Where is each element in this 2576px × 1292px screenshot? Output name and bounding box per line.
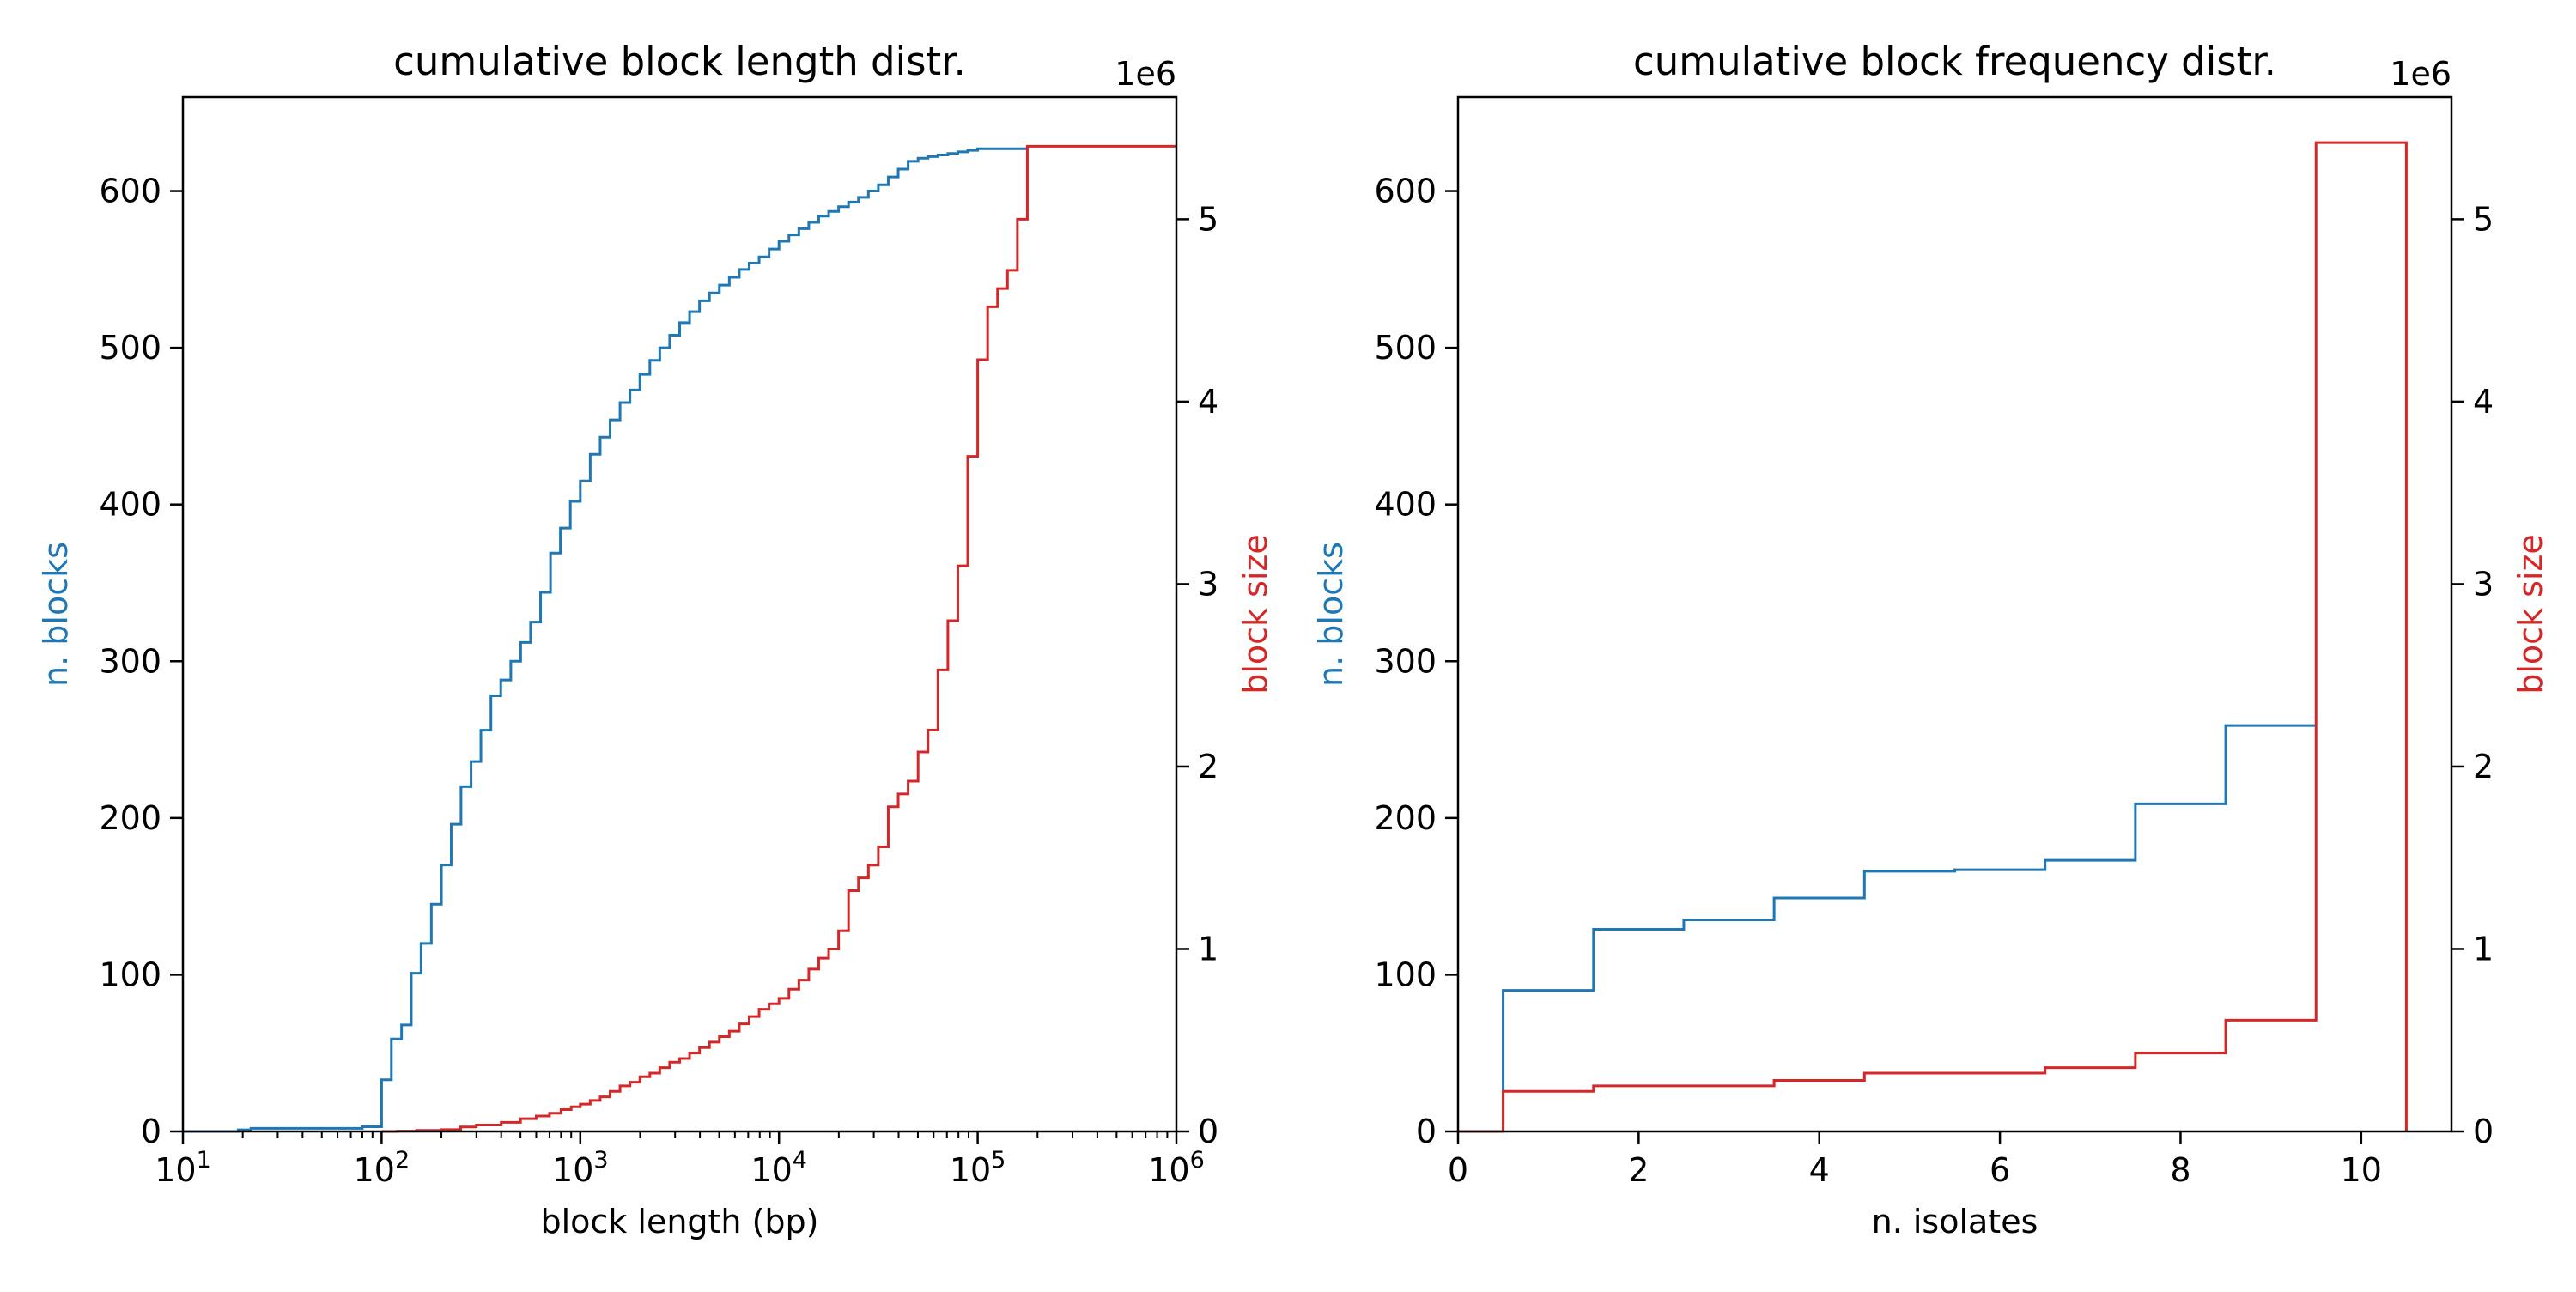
- y-left-axis-label: n. blocks: [1312, 542, 1350, 687]
- x-tick-label: 105: [950, 1147, 1006, 1189]
- plot-frame: [1456, 95, 2453, 1133]
- y-left-tick-label: 100: [99, 955, 161, 993]
- y-right-tick-label: 0: [2473, 1113, 2494, 1150]
- y-right-tick-label: 4: [1198, 383, 1218, 421]
- x-axis-label: n. isolates: [1872, 1203, 2038, 1240]
- y-left-tick-label: 400: [1374, 486, 1437, 524]
- x-tick-label: 102: [354, 1147, 410, 1189]
- y-left-tick-label: 400: [99, 486, 161, 524]
- x-tick-label: 2: [1628, 1151, 1649, 1189]
- y-right-axis-label: block size: [2512, 534, 2549, 695]
- y-right-tick-label: 5: [1198, 200, 1218, 238]
- x-tick-label: 6: [1990, 1151, 2010, 1189]
- y-left-tick-label: 500: [1374, 329, 1437, 367]
- y-right-tick-label: 2: [2473, 748, 2494, 786]
- y-right-tick-label: 4: [2473, 383, 2494, 421]
- n-blocks-series-line: [1458, 724, 2317, 1133]
- chart-panel-2: cumulative block frequency distr.0 2 4 6 8 10…: [1312, 39, 2549, 1240]
- x-tick-label: 101: [155, 1147, 211, 1189]
- y-left-tick-label: 0: [141, 1113, 161, 1150]
- chart-title: cumulative block length distr.: [393, 39, 966, 84]
- y-left-tick-label: 200: [99, 799, 161, 837]
- x-tick-label: 104: [750, 1147, 807, 1189]
- x-tick-label: 106: [1148, 1147, 1205, 1189]
- y-right-multiplier: 1e6: [2390, 55, 2451, 93]
- x-tick-label: 8: [2170, 1151, 2190, 1189]
- x-tick-label: 0: [1448, 1151, 1468, 1189]
- y-right-tick-label: 5: [2473, 200, 2494, 238]
- y-left-tick-label: 200: [1374, 799, 1437, 837]
- block-size-series-line: [1458, 141, 2408, 1133]
- block-size-series-line: [381, 144, 1176, 1133]
- y-left-tick-label: 300: [1374, 642, 1437, 680]
- x-tick-label: 10: [2341, 1151, 2382, 1189]
- y-right-multiplier: 1e6: [1115, 55, 1176, 93]
- x-axis-label: block length (bp): [540, 1203, 818, 1240]
- n-blocks-series-line: [183, 147, 1029, 1133]
- plot-frame: [181, 95, 1178, 1133]
- x-tick-label: 4: [1809, 1151, 1830, 1189]
- y-right-tick-label: 1: [1198, 930, 1218, 967]
- y-left-tick-label: 600: [99, 173, 161, 210]
- y-right-tick-label: 3: [1198, 565, 1218, 603]
- y-right-axis-label: block size: [1236, 534, 1274, 695]
- y-right-tick-label: 3: [2473, 565, 2494, 603]
- chart-panel-1: cumulative block length distr.101 102 103 1…: [37, 39, 1274, 1240]
- y-right-tick-label: 2: [1198, 748, 1218, 786]
- y-left-axis-label: n. blocks: [37, 542, 75, 687]
- y-left-tick-label: 100: [1374, 955, 1437, 993]
- y-left-tick-label: 500: [99, 329, 161, 367]
- y-left-tick-label: 600: [1374, 173, 1437, 210]
- chart-title: cumulative block frequency distr.: [1633, 39, 2276, 84]
- y-left-tick-label: 0: [1416, 1113, 1437, 1150]
- x-tick-label: 103: [552, 1147, 609, 1189]
- y-left-tick-label: 300: [99, 642, 161, 680]
- y-right-tick-label: 0: [1198, 1113, 1218, 1150]
- y-right-tick-label: 1: [2473, 930, 2494, 967]
